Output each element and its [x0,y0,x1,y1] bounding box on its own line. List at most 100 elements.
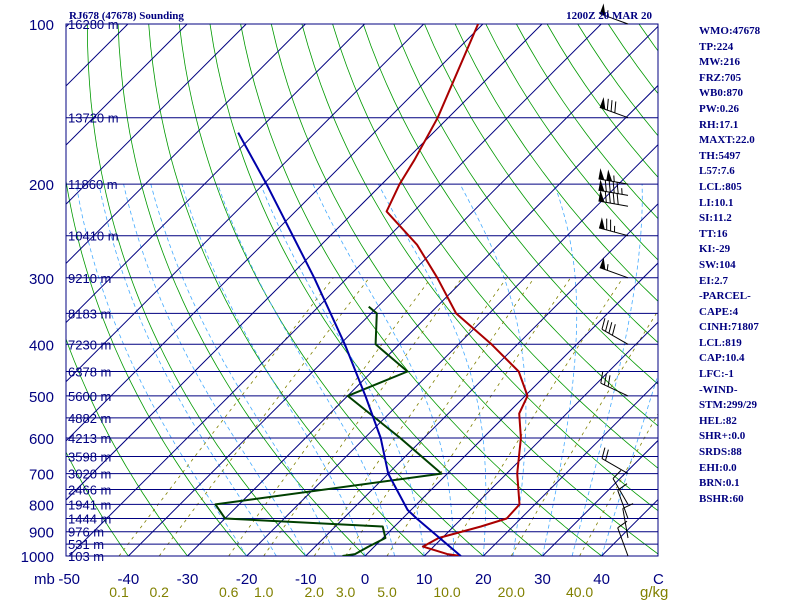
wind-barb [598,168,629,185]
dry-adiabat-line [792,24,800,556]
height-label: 11860 m [68,177,118,192]
sounding-index: TH:5497 [699,149,741,162]
sounding-index: SHR+:0.0 [699,430,746,443]
pressure-tick-label: 900 [29,525,54,542]
isotherm-line [66,24,484,442]
moist-adiabat-line [123,184,307,556]
sounding-index: CAP:10.4 [699,352,745,365]
height-label: 16280 m [68,17,119,32]
moist-adiabat-line [98,184,277,556]
sounding-index: LFC:-1 [699,368,734,381]
wind-barb [612,470,629,505]
pressure-tick-label: 1000 [21,549,54,566]
isotherms [0,24,658,556]
sounding-index: TP:224 [699,40,734,53]
sounding-index: SI:11.2 [699,212,732,225]
dry-adiabats [66,24,800,556]
sounding-index: -WIND- [699,383,738,396]
height-label: 13720 m [68,111,119,126]
parcel-profile-line [237,132,462,556]
isotherm-line [66,24,365,324]
mixing-ratio-line [118,277,334,556]
dry-adiabat-line [762,24,800,556]
height-label: 10410 m [68,229,119,244]
sounding-index: EI:2.7 [699,274,729,287]
temperature-tick-label: 0 [361,571,369,588]
mixing-ratio-label: 10.0 [433,584,460,600]
height-label: 1941 m [68,497,111,512]
sounding-index: LI:10.1 [699,196,734,209]
temperature-tick-label: -10 [295,571,317,588]
sounding-index: LCL:819 [699,336,742,349]
height-label: 1444 m [68,512,111,527]
plot-frame [65,23,659,557]
profile-series [214,24,529,556]
dry-adiabat-line [148,24,425,556]
sounding-index: STM:299/29 [699,399,758,412]
wind-barbs [598,3,634,557]
moist-adiabat-line [571,184,643,556]
dry-adiabat-line [87,24,307,556]
wind-barb [617,483,629,519]
temperature-tick-label: -50 [58,571,80,588]
sounding-index: TT:16 [699,227,728,240]
sounding-index: MAXT:22.0 [699,134,755,147]
wind-barb [598,190,629,207]
wind-barb [598,217,629,237]
sounding-indices: WMO:47678 TP:224 MW:216 FRZ:705 WB0:870 PW:0.… [699,24,760,507]
isotherm-line [482,380,658,556]
chart-title: RJ678 (47678) Sounding [69,10,184,22]
pressure-tick-label: 300 [29,271,54,288]
height-label: 4213 m [68,431,111,446]
dry-adiabat-line [577,24,658,137]
pressure-tick-label: 700 [29,467,54,484]
sounding-index: WB0:870 [699,87,743,100]
temperature-tick-label: 10 [416,571,433,588]
temperature-tick-label: 40 [593,571,610,588]
isotherm-line [246,143,658,556]
temperature-tick-label: -20 [236,571,258,588]
height-label: 7230 m [68,337,111,352]
pressure-tick-label: 600 [29,431,54,448]
sounding-index: CINH:71807 [699,321,759,334]
mixing-ratio-label: 2.0 [304,584,324,600]
height-label: 9210 m [68,271,111,286]
isotherm-line [187,84,658,556]
plot-border [65,23,659,557]
isotherm-line [0,24,10,556]
temperature-tick-label: -30 [177,571,199,588]
wind-barb [599,3,629,25]
mixing-ratio-label: 40.0 [566,584,593,600]
pressure-tick-label: 800 [29,497,54,514]
wind-barb [601,447,629,475]
pressure-tick-labels: 100 200 300 400 500 600 700 800 900 1000 [21,17,54,566]
isotherm-line [66,24,425,383]
isotherm-line [542,439,658,556]
wind-barb [599,97,629,119]
sounding-index: BSHR:60 [699,492,744,505]
mixing-ratio-label: 0.2 [149,584,169,600]
isotherm-line [66,24,543,501]
moist-adiabat-line [601,373,658,556]
sounding-index: RH:17.1 [699,118,739,131]
height-label: 531 m [68,537,104,552]
wind-barb [599,257,629,279]
sounding-index: PW:0.26 [699,102,740,115]
temperature-tick-labels: -50 -40 -30 -20 -10 0 10 20 30 40 [58,571,610,588]
sounding-index: SRDS:88 [699,446,742,459]
height-label: 2466 m [68,483,111,498]
pressure-unit-label: mb [34,571,55,588]
mixing-ratio-line [158,277,370,556]
isotherm-line [423,321,658,556]
sounding-index: EHI:0.0 [699,461,737,474]
sounding-index: HEL:82 [699,414,737,427]
moist-adiabat-line [459,183,527,556]
temperature-profile-line [385,24,529,556]
mixing-ratio-line [313,277,508,556]
pressure-tick-label: 500 [29,389,54,406]
moist-adiabat-line [378,183,487,556]
dry-adiabat-line [546,24,658,178]
height-label: 3598 m [68,450,111,465]
sounding-index: SW:104 [699,258,736,271]
mixing-ratio-label: 5.0 [377,584,397,600]
